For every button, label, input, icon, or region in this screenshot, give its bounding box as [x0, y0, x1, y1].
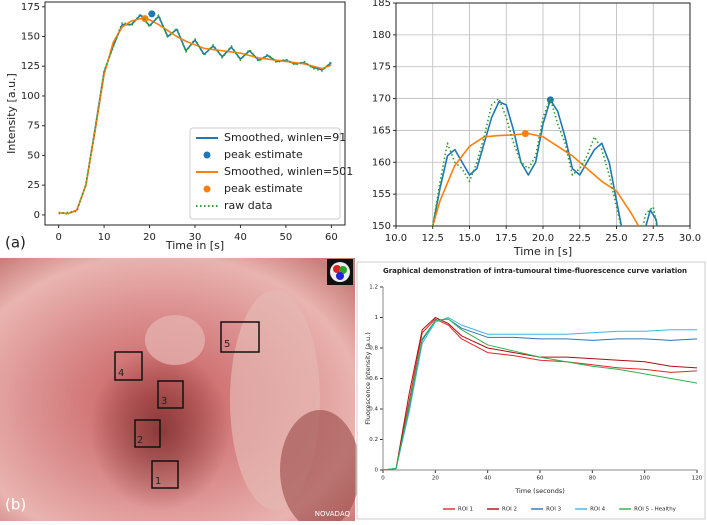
watermark: NOVADAQ — [315, 510, 351, 518]
x-tick-label: 10 — [98, 232, 111, 243]
legend-marker — [203, 151, 211, 159]
legend-label: peak estimate — [224, 148, 303, 161]
y-tick-label: 25 — [27, 180, 40, 191]
legend-label: raw data — [224, 199, 273, 212]
x-tick-label: 60 — [537, 476, 544, 482]
x-tick-label: 20 — [432, 476, 439, 482]
x-tick-label: 25.0 — [605, 233, 627, 244]
peak-marker — [521, 130, 529, 138]
y-tick-label: 180 — [372, 30, 391, 41]
x-tick-label: 15.0 — [458, 233, 480, 244]
roi-label: 3 — [161, 396, 167, 407]
x-axis-label: Time in [s] — [165, 239, 224, 252]
axes-frame — [44, 1, 346, 226]
legend-label: ROI 3 — [546, 507, 562, 513]
legend-box — [189, 127, 341, 220]
series-line — [58, 13, 332, 215]
x-tick-label: 22.5 — [569, 233, 591, 244]
legend-label: peak estimate — [224, 182, 303, 195]
y-tick-label: 0.4 — [369, 407, 378, 413]
y-tick-label: 0 — [375, 468, 379, 474]
y-tick-label: 0.8 — [369, 346, 378, 352]
y-tick-label: 0.6 — [369, 376, 378, 382]
y-axis-label: Intensity [a.u.] — [5, 73, 18, 154]
series-line — [383, 317, 697, 470]
x-axis-label: Time (seconds) — [514, 487, 565, 495]
y-tick-label: 1.2 — [369, 285, 378, 291]
x-tick-label: 0 — [55, 232, 61, 243]
y-tick-label: 150 — [21, 31, 40, 42]
series-line — [58, 17, 332, 215]
y-tick-label: 175 — [372, 62, 391, 73]
x-tick-label: 100 — [639, 476, 650, 482]
photo: 1 2 3 4 5 NOVADAQ — [0, 258, 360, 525]
x-tick-label: 60 — [325, 232, 338, 243]
roi-label: 2 — [137, 435, 143, 446]
series-line — [383, 317, 697, 470]
x-tick-label: 80 — [589, 476, 596, 482]
panel-label: (b) — [5, 496, 26, 514]
legend-label: ROI 1 — [458, 507, 473, 513]
y-tick-label: 155 — [372, 189, 391, 200]
y-tick-label: 0 — [34, 210, 40, 221]
x-tick-label: 12.5 — [422, 233, 444, 244]
roi-labels: 1 2 3 4 5 — [118, 339, 230, 487]
x-tick-label: 20 — [143, 232, 156, 243]
series-line — [383, 318, 697, 470]
x-tick-label: 20.0 — [532, 233, 554, 244]
roi-label: 5 — [224, 339, 230, 350]
x-tick-label: 27.5 — [642, 233, 664, 244]
y-tick-label: 160 — [372, 157, 391, 168]
series-line — [383, 318, 697, 470]
series-line — [431, 97, 658, 226]
y-tick-label: 75 — [27, 121, 40, 132]
roi-label: 1 — [155, 476, 161, 487]
panel-label: (a) — [5, 234, 26, 252]
y-tick-label: 185 — [372, 0, 391, 9]
y-tick-label: 100 — [21, 91, 40, 102]
y-tick-label: 175 — [21, 2, 40, 13]
legend-label: Smoothed, winlen=91 — [224, 131, 346, 144]
x-tick-label: 40 — [234, 232, 247, 243]
x-axis-label: Time in [s] — [513, 245, 572, 258]
legend-label: ROI 4 — [590, 507, 606, 513]
series-line — [431, 132, 640, 226]
x-tick-label: 30 — [189, 232, 202, 243]
chart-title: Graphical demonstration of intra-tumoura… — [383, 267, 687, 275]
axes-frame — [395, 2, 691, 227]
y-tick-label: 50 — [27, 150, 40, 161]
x-tick-label: 120 — [692, 476, 703, 482]
y-tick-label: 150 — [372, 221, 391, 232]
x-tick-label: 50 — [280, 232, 293, 243]
y-tick-label: 170 — [372, 94, 391, 105]
roi-label: 4 — [118, 368, 124, 379]
y-tick-label: 125 — [21, 61, 40, 72]
y-tick-label: 165 — [372, 125, 391, 136]
y-tick-label: 1 — [375, 315, 379, 321]
x-tick-label: 17.5 — [495, 233, 517, 244]
legend-label: ROI 2 — [502, 507, 517, 513]
y-tick-label: 0.2 — [369, 437, 378, 443]
x-tick-label: 0 — [381, 476, 385, 482]
legend-marker — [203, 185, 211, 193]
x-tick-label: 10.0 — [385, 233, 407, 244]
legend-label: ROI 5 - Healthy — [634, 507, 677, 513]
x-tick-label: 30.0 — [679, 233, 701, 244]
y-axis-label: Fluorescence Intensity (a.u.) — [364, 332, 372, 425]
peak-marker — [141, 15, 149, 23]
x-tick-label: 40 — [484, 476, 491, 482]
chart-frame — [356, 261, 706, 520]
peak-marker — [148, 10, 156, 18]
legend-label: Smoothed, winlen=501 — [224, 165, 353, 178]
